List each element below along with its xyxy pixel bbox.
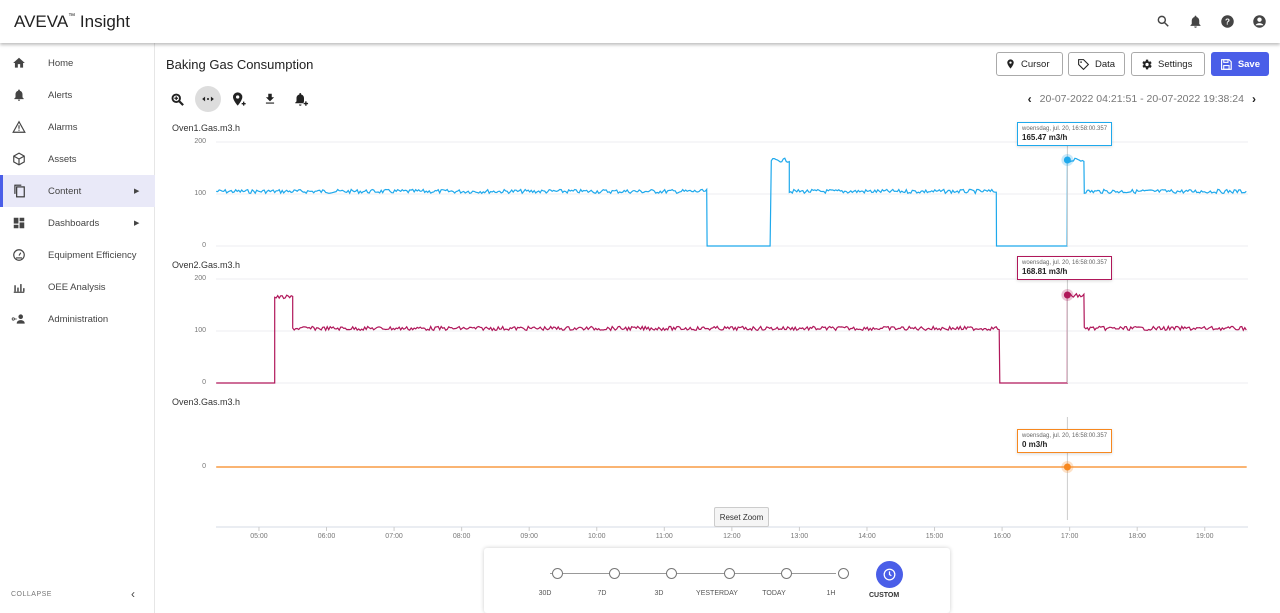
- chart-title-oven3: Oven3.Gas.m3.h: [172, 397, 241, 407]
- collapse-label[interactable]: COLLAPSE: [11, 591, 52, 598]
- x-tick-label: 09:00: [520, 533, 538, 540]
- sidebar-item-assets[interactable]: Assets: [0, 143, 155, 175]
- y-tick: 100: [194, 190, 206, 197]
- sidebar-item-oee-analysis[interactable]: OEE Analysis: [0, 271, 155, 303]
- preset-3d[interactable]: 3D: [654, 568, 689, 597]
- x-tick-label: 12:00: [723, 533, 741, 540]
- sidebar-item-equipment-efficiency[interactable]: Equipment Efficiency: [0, 239, 155, 271]
- preset-custom-button[interactable]: [876, 561, 903, 588]
- save-icon: [1221, 58, 1232, 70]
- preset-1h[interactable]: 1H: [826, 568, 861, 597]
- sidebar-item-administration[interactable]: Administration: [0, 303, 155, 335]
- sidebar-item-alarms[interactable]: Alarms: [0, 111, 155, 143]
- reset-zoom-button[interactable]: Reset Zoom: [714, 507, 769, 527]
- page-title: Baking Gas Consumption: [166, 57, 314, 72]
- time-range-text: 20-07-2022 04:21:51 - 20-07-2022 19:38:2…: [1039, 93, 1244, 105]
- y-tick: 200: [194, 275, 206, 282]
- preset-yesterday[interactable]: YESTERDAY: [696, 568, 747, 597]
- save-button[interactable]: Save: [1211, 52, 1269, 76]
- tag-icon: [1078, 58, 1090, 70]
- home-icon: [11, 55, 27, 71]
- clock-icon: [883, 568, 896, 581]
- sidebar-item-dashboards[interactable]: Dashboards ▶: [0, 207, 155, 239]
- sidebar-item-content[interactable]: Content ▶: [0, 175, 155, 207]
- chart-toolbar: [164, 86, 314, 112]
- copy-icon: [11, 183, 27, 199]
- preset-today[interactable]: TODAY: [762, 568, 804, 597]
- add-marker-icon[interactable]: [226, 86, 252, 112]
- bell-icon: [11, 87, 27, 103]
- account-icon[interactable]: [1250, 12, 1268, 30]
- sidebar-item-alerts[interactable]: Alerts: [0, 79, 155, 111]
- data-button[interactable]: Data: [1068, 52, 1125, 76]
- warning-icon: [11, 119, 27, 135]
- x-tick-label: 19:00: [1195, 533, 1214, 540]
- dashboard-icon: [11, 215, 27, 231]
- preset-30d[interactable]: 30D: [539, 568, 575, 597]
- x-tick-label: 17:00: [1060, 533, 1079, 540]
- preset-custom-label: CUSTOM: [869, 592, 900, 599]
- notifications-icon[interactable]: [1186, 12, 1204, 30]
- chart-title-oven1: Oven1.Gas.m3.h: [172, 123, 241, 133]
- x-tick-label: 15:00: [925, 533, 944, 540]
- x-tick-label: 16:00: [993, 533, 1011, 540]
- submenu-arrow-icon: ▶: [134, 188, 140, 195]
- download-icon[interactable]: [257, 86, 283, 112]
- x-tick-label: 08:00: [452, 533, 471, 540]
- search-icon[interactable]: [1154, 12, 1172, 30]
- next-range-button[interactable]: ›: [1252, 92, 1256, 106]
- submenu-arrow-icon: ▶: [134, 220, 140, 227]
- cube-icon: [11, 151, 27, 167]
- settings-button[interactable]: Settings: [1131, 52, 1205, 76]
- cursor-button[interactable]: Cursor: [996, 52, 1063, 76]
- sidebar: Home Alerts Alarms Assets Content ▶ Dash…: [0, 43, 155, 613]
- preset-track: [550, 573, 836, 574]
- gear-icon: [1142, 59, 1152, 69]
- prev-range-button[interactable]: ‹: [1027, 92, 1032, 106]
- add-alert-icon[interactable]: [288, 86, 314, 112]
- admin-icon: [11, 311, 27, 327]
- sidebar-item-home[interactable]: Home: [0, 47, 155, 79]
- chart-title-oven2: Oven2.Gas.m3.h: [172, 260, 241, 270]
- y-tick: 100: [194, 327, 206, 334]
- x-tick-label: 11:00: [655, 533, 673, 540]
- y-tick: 0: [202, 242, 206, 249]
- y-tick: 0: [202, 463, 206, 470]
- time-preset-bar: 30D 7D 3D YESTERDAY TODAY 1H CUSTOM: [484, 548, 950, 613]
- x-tick-label: 06:00: [317, 533, 336, 540]
- top-bar: AVEVA™ Insight ?: [0, 0, 1280, 43]
- app-brand: AVEVA™ Insight: [14, 12, 130, 31]
- y-tick: 0: [202, 379, 206, 386]
- tooltip-oven1: woensdag, jul. 20, 16:58:00.357 165.47 m3…: [1017, 122, 1113, 146]
- x-tick-label: 13:00: [790, 533, 809, 540]
- location-pin-icon: [1007, 59, 1014, 69]
- gauge-icon: [11, 247, 27, 263]
- collapse-chevron-icon[interactable]: ‹: [131, 587, 135, 601]
- help-icon[interactable]: ?: [1218, 12, 1236, 30]
- x-tick-label: 05:00: [250, 533, 268, 540]
- x-tick-label: 07:00: [385, 533, 403, 540]
- zoom-in-icon[interactable]: [164, 86, 190, 112]
- tooltip-oven2: woensdag, jul. 20, 16:58:00.357 168.81 m3…: [1017, 256, 1113, 280]
- preset-7d[interactable]: 7D: [597, 568, 632, 597]
- time-range: ‹ 20-07-2022 04:21:51 - 20-07-2022 19:38…: [1028, 92, 1256, 106]
- tooltip-oven3: woensdag, jul. 20, 16:58:00.357 0 m3/h: [1017, 429, 1113, 453]
- x-tick-label: 18:00: [1128, 533, 1146, 540]
- y-tick: 200: [194, 138, 206, 145]
- bar-chart-icon: [11, 279, 27, 295]
- pan-icon[interactable]: [195, 86, 221, 112]
- x-tick-label: 14:00: [858, 533, 876, 540]
- x-tick-label: 10:00: [587, 533, 606, 540]
- svg-text:?: ?: [1225, 17, 1230, 26]
